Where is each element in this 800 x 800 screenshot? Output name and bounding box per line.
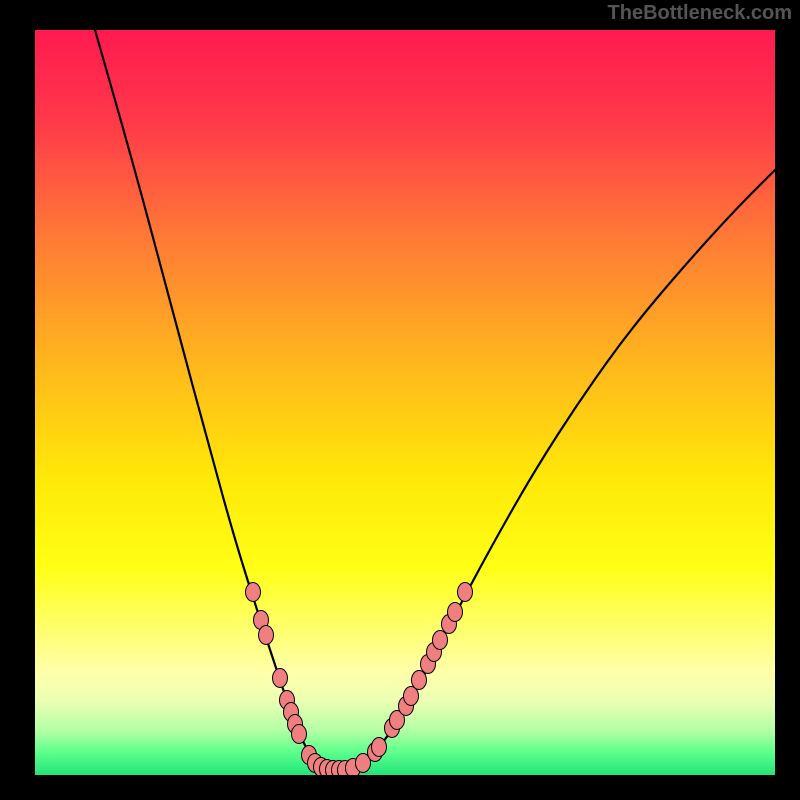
marker-point xyxy=(412,671,427,690)
marker-point xyxy=(433,631,448,650)
plot-area xyxy=(35,30,775,775)
watermark: TheBottleneck.com xyxy=(608,2,792,25)
marker-point xyxy=(273,669,288,688)
curve-markers xyxy=(246,583,473,776)
curve-layer xyxy=(35,30,775,775)
marker-point xyxy=(259,626,274,645)
marker-point xyxy=(292,725,307,744)
marker-point xyxy=(458,583,473,602)
marker-point xyxy=(448,603,463,622)
marker-point xyxy=(372,738,387,757)
marker-point xyxy=(246,583,261,602)
